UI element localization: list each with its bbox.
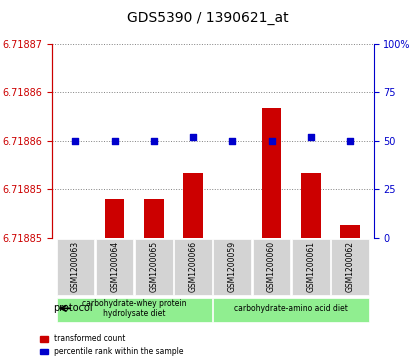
Text: protocol: protocol [53, 303, 92, 313]
Point [72, 138, 79, 144]
Text: carbohydrate-amino acid diet: carbohydrate-amino acid diet [234, 304, 348, 313]
Point [308, 134, 314, 140]
Point [229, 138, 236, 144]
Bar [222, 238, 242, 264]
Bar [301, 173, 320, 238]
Bar [183, 173, 203, 238]
Text: GSM1200061: GSM1200061 [306, 241, 315, 292]
Point [151, 138, 157, 144]
FancyBboxPatch shape [213, 239, 251, 295]
FancyBboxPatch shape [174, 239, 212, 295]
FancyBboxPatch shape [253, 239, 290, 295]
FancyBboxPatch shape [135, 239, 173, 295]
Text: GSM1200066: GSM1200066 [188, 241, 198, 292]
Text: GSM1200063: GSM1200063 [71, 241, 80, 292]
Text: GSM1200059: GSM1200059 [228, 241, 237, 292]
Legend: transformed count, percentile rank within the sample: transformed count, percentile rank withi… [37, 331, 186, 359]
Bar [262, 109, 281, 238]
Point [111, 138, 118, 144]
FancyBboxPatch shape [292, 239, 330, 295]
Point [190, 134, 196, 140]
Text: carbohydrate-whey protein
hydrolysate diet: carbohydrate-whey protein hydrolysate di… [82, 299, 186, 318]
Text: GSM1200060: GSM1200060 [267, 241, 276, 292]
Point [268, 138, 275, 144]
Bar [144, 199, 164, 238]
FancyBboxPatch shape [96, 239, 134, 295]
Point [347, 138, 353, 144]
FancyBboxPatch shape [213, 298, 369, 322]
FancyBboxPatch shape [56, 298, 212, 322]
FancyBboxPatch shape [331, 239, 369, 295]
Text: GDS5390 / 1390621_at: GDS5390 / 1390621_at [127, 11, 288, 25]
Text: GSM1200062: GSM1200062 [345, 241, 354, 292]
Text: GSM1200065: GSM1200065 [149, 241, 159, 292]
Text: GSM1200064: GSM1200064 [110, 241, 119, 292]
Bar [105, 199, 124, 238]
Bar [340, 225, 360, 238]
FancyBboxPatch shape [56, 239, 94, 295]
